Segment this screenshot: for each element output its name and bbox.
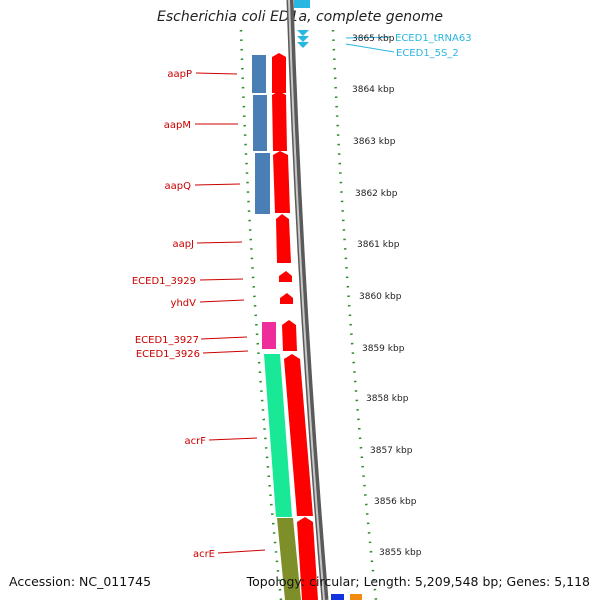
gene-label: yhdV	[171, 298, 197, 309]
gene-leader-line	[199, 278, 244, 281]
cog-block[interactable]	[262, 322, 276, 349]
cds-arrow[interactable]	[272, 91, 287, 151]
ruler-label: 3857 kbp	[370, 446, 413, 456]
cds-arrow[interactable]	[273, 151, 290, 213]
ruler-label: 3856 kbp	[374, 497, 417, 507]
gene-leader-line	[194, 183, 241, 186]
gene-label: acrF	[185, 436, 207, 447]
feature-block[interactable]	[331, 594, 344, 600]
gene-leader-line	[217, 549, 266, 554]
genome-summary-text: Topology: circular; Length: 5,209,548 bp…	[246, 574, 590, 589]
cds-arrow[interactable]	[280, 293, 293, 304]
rna-leader-line	[345, 43, 395, 53]
gene-label: aapM	[164, 120, 191, 131]
gene-leader-line	[200, 336, 248, 340]
cog-block[interactable]	[253, 95, 267, 151]
cds-arrow[interactable]	[282, 320, 297, 351]
rna-label: ECED1_tRNA63	[395, 33, 472, 44]
gene-label: ECED1_3926	[136, 349, 200, 360]
rna-arrow[interactable]	[297, 36, 309, 42]
cds-arrow[interactable]	[297, 517, 318, 600]
cds-arrow[interactable]	[272, 53, 286, 93]
gene-label: ECED1_3927	[135, 335, 199, 346]
gene-leader-line	[202, 350, 249, 354]
rna-leader-line	[345, 36, 392, 39]
outer-tick-ring	[331, 29, 378, 600]
rna-arrow[interactable]	[297, 42, 309, 48]
ruler-label: 3862 kbp	[355, 189, 398, 199]
rna-arrow[interactable]	[297, 30, 309, 36]
gene-leader-line	[196, 241, 243, 244]
gene-label: acrE	[193, 549, 215, 560]
cog-block[interactable]	[255, 153, 270, 214]
ruler-label: 3863 kbp	[353, 137, 396, 147]
ruler-label: 3855 kbp	[379, 548, 422, 558]
ruler-label: 3864 kbp	[352, 85, 395, 95]
gene-label: aapJ	[172, 239, 194, 250]
feature-block[interactable]	[350, 594, 362, 600]
cds-arrow[interactable]	[284, 354, 313, 516]
rna-label: ECED1_5S_2	[396, 48, 459, 59]
cog-block[interactable]	[277, 518, 301, 600]
genome-backbone	[286, 0, 329, 600]
accession-text: Accession: NC_011745	[9, 574, 152, 589]
gene-leader-line	[195, 72, 238, 75]
ruler-label: 3861 kbp	[357, 240, 400, 250]
gene-label: ECED1_3929	[132, 276, 196, 287]
gene-leader-line	[208, 437, 258, 441]
cds-arrow[interactable]	[279, 271, 292, 282]
ruler-label: 3859 kbp	[362, 344, 405, 354]
cds-arrow[interactable]	[276, 214, 291, 263]
cog-block[interactable]	[264, 354, 292, 517]
ruler-label: 3865 kbp	[352, 34, 395, 44]
gene-label: aapQ	[165, 181, 192, 192]
cog-block[interactable]	[252, 55, 266, 93]
gene-leader-line	[199, 299, 245, 303]
rna-feature-bar[interactable]	[294, 0, 310, 8]
gene-label: aapP	[167, 69, 192, 80]
backbone-highlight	[288, 0, 325, 600]
ruler-label: 3858 kbp	[366, 394, 409, 404]
map-title: Escherichia coli ED1a, complete genome	[157, 9, 443, 25]
ruler-label: 3860 kbp	[359, 292, 402, 302]
